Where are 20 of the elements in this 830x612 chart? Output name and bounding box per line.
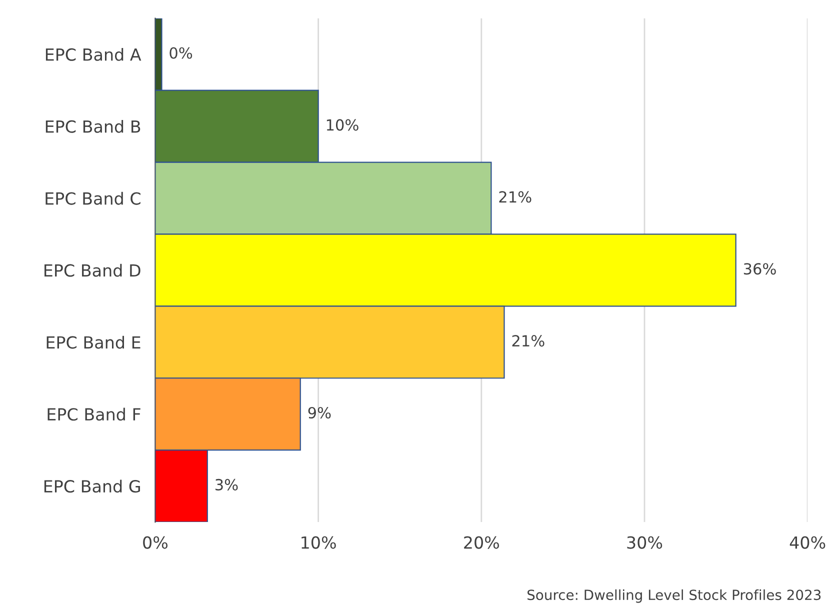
data-label: 10% xyxy=(326,119,358,131)
y-tick-label: EPC Band E xyxy=(46,336,140,349)
data-label: 21% xyxy=(499,191,532,203)
x-tick-label: 30% xyxy=(627,536,662,549)
data-label: 9% xyxy=(308,406,331,419)
y-tick-label: EPC Band G xyxy=(44,480,140,493)
source-note: Source: Dwelling Level Stock Profiles 2023 xyxy=(528,589,821,603)
x-tick-label: 20% xyxy=(464,536,499,549)
y-tick-label: EPC Band D xyxy=(44,264,140,277)
y-tick-label: EPC Band B xyxy=(46,120,140,133)
y-tick-label: EPC Band A xyxy=(46,48,142,61)
x-tick-label: 10% xyxy=(302,536,336,549)
data-label: 21% xyxy=(512,335,544,347)
data-label: 0% xyxy=(170,47,192,59)
x-tick-label: 0% xyxy=(143,536,168,549)
y-tick-label: EPC Band F xyxy=(48,408,140,421)
y-tick-label: EPC Band C xyxy=(46,192,140,205)
data-label: 3% xyxy=(216,478,238,490)
data-label: 36% xyxy=(744,263,776,275)
x-tick-label: 40% xyxy=(790,536,826,549)
